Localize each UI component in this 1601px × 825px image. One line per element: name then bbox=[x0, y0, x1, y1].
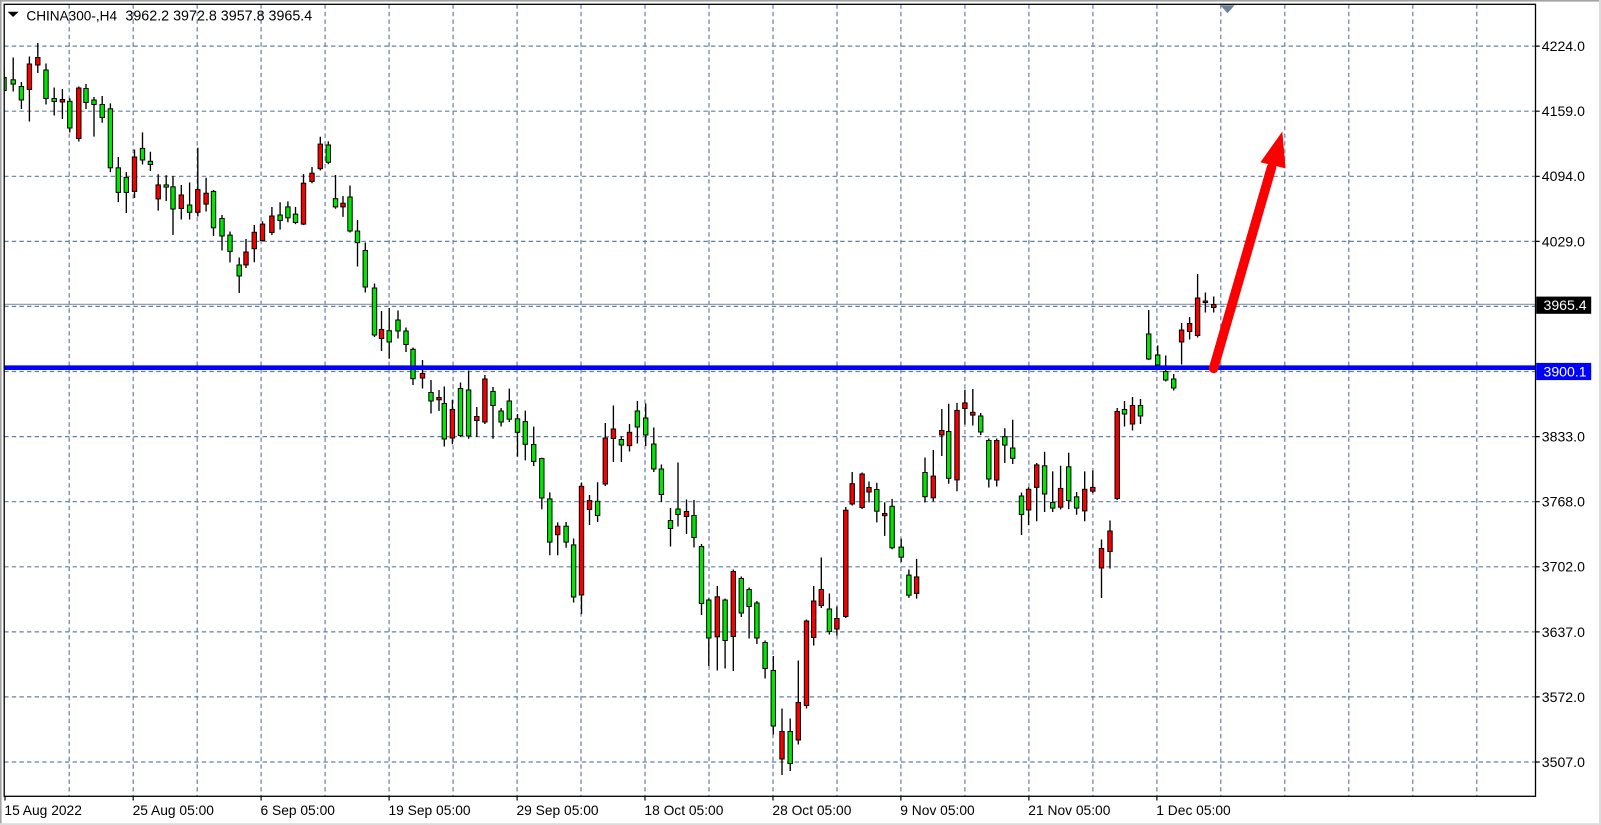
svg-text:3572.0: 3572.0 bbox=[1542, 689, 1585, 705]
svg-text:4029.0: 4029.0 bbox=[1542, 233, 1585, 249]
svg-text:CHINA300-,H4: CHINA300-,H4 bbox=[26, 9, 117, 24]
svg-text:18 Oct 05:00: 18 Oct 05:00 bbox=[644, 803, 723, 818]
svg-text:3702.0: 3702.0 bbox=[1542, 559, 1585, 575]
svg-text:4224.0: 4224.0 bbox=[1542, 38, 1585, 54]
svg-text:29 Sep 05:00: 29 Sep 05:00 bbox=[517, 803, 599, 818]
svg-text:25 Aug 05:00: 25 Aug 05:00 bbox=[133, 803, 215, 818]
svg-text:1 Dec 05:00: 1 Dec 05:00 bbox=[1156, 803, 1231, 818]
svg-text:15 Aug 2022: 15 Aug 2022 bbox=[4, 803, 82, 818]
svg-text:28 Oct 05:00: 28 Oct 05:00 bbox=[772, 803, 851, 818]
svg-text:3833.0: 3833.0 bbox=[1542, 429, 1585, 445]
svg-text:9 Nov 05:00: 9 Nov 05:00 bbox=[900, 803, 975, 818]
svg-text:19 Sep 05:00: 19 Sep 05:00 bbox=[389, 803, 471, 818]
svg-text:3768.0: 3768.0 bbox=[1542, 494, 1585, 510]
svg-text:3962.2 3972.8 3957.8 3965.4: 3962.2 3972.8 3957.8 3965.4 bbox=[125, 9, 312, 25]
svg-text:3507.0: 3507.0 bbox=[1542, 754, 1585, 770]
svg-text:3965.4: 3965.4 bbox=[1544, 297, 1587, 313]
svg-text:3900.1: 3900.1 bbox=[1544, 363, 1587, 379]
svg-text:3637.0: 3637.0 bbox=[1542, 624, 1585, 640]
svg-text:4159.0: 4159.0 bbox=[1542, 103, 1585, 119]
svg-text:21 Nov 05:00: 21 Nov 05:00 bbox=[1028, 803, 1110, 818]
svg-text:4094.0: 4094.0 bbox=[1542, 168, 1585, 184]
svg-text:6 Sep 05:00: 6 Sep 05:00 bbox=[261, 803, 336, 818]
